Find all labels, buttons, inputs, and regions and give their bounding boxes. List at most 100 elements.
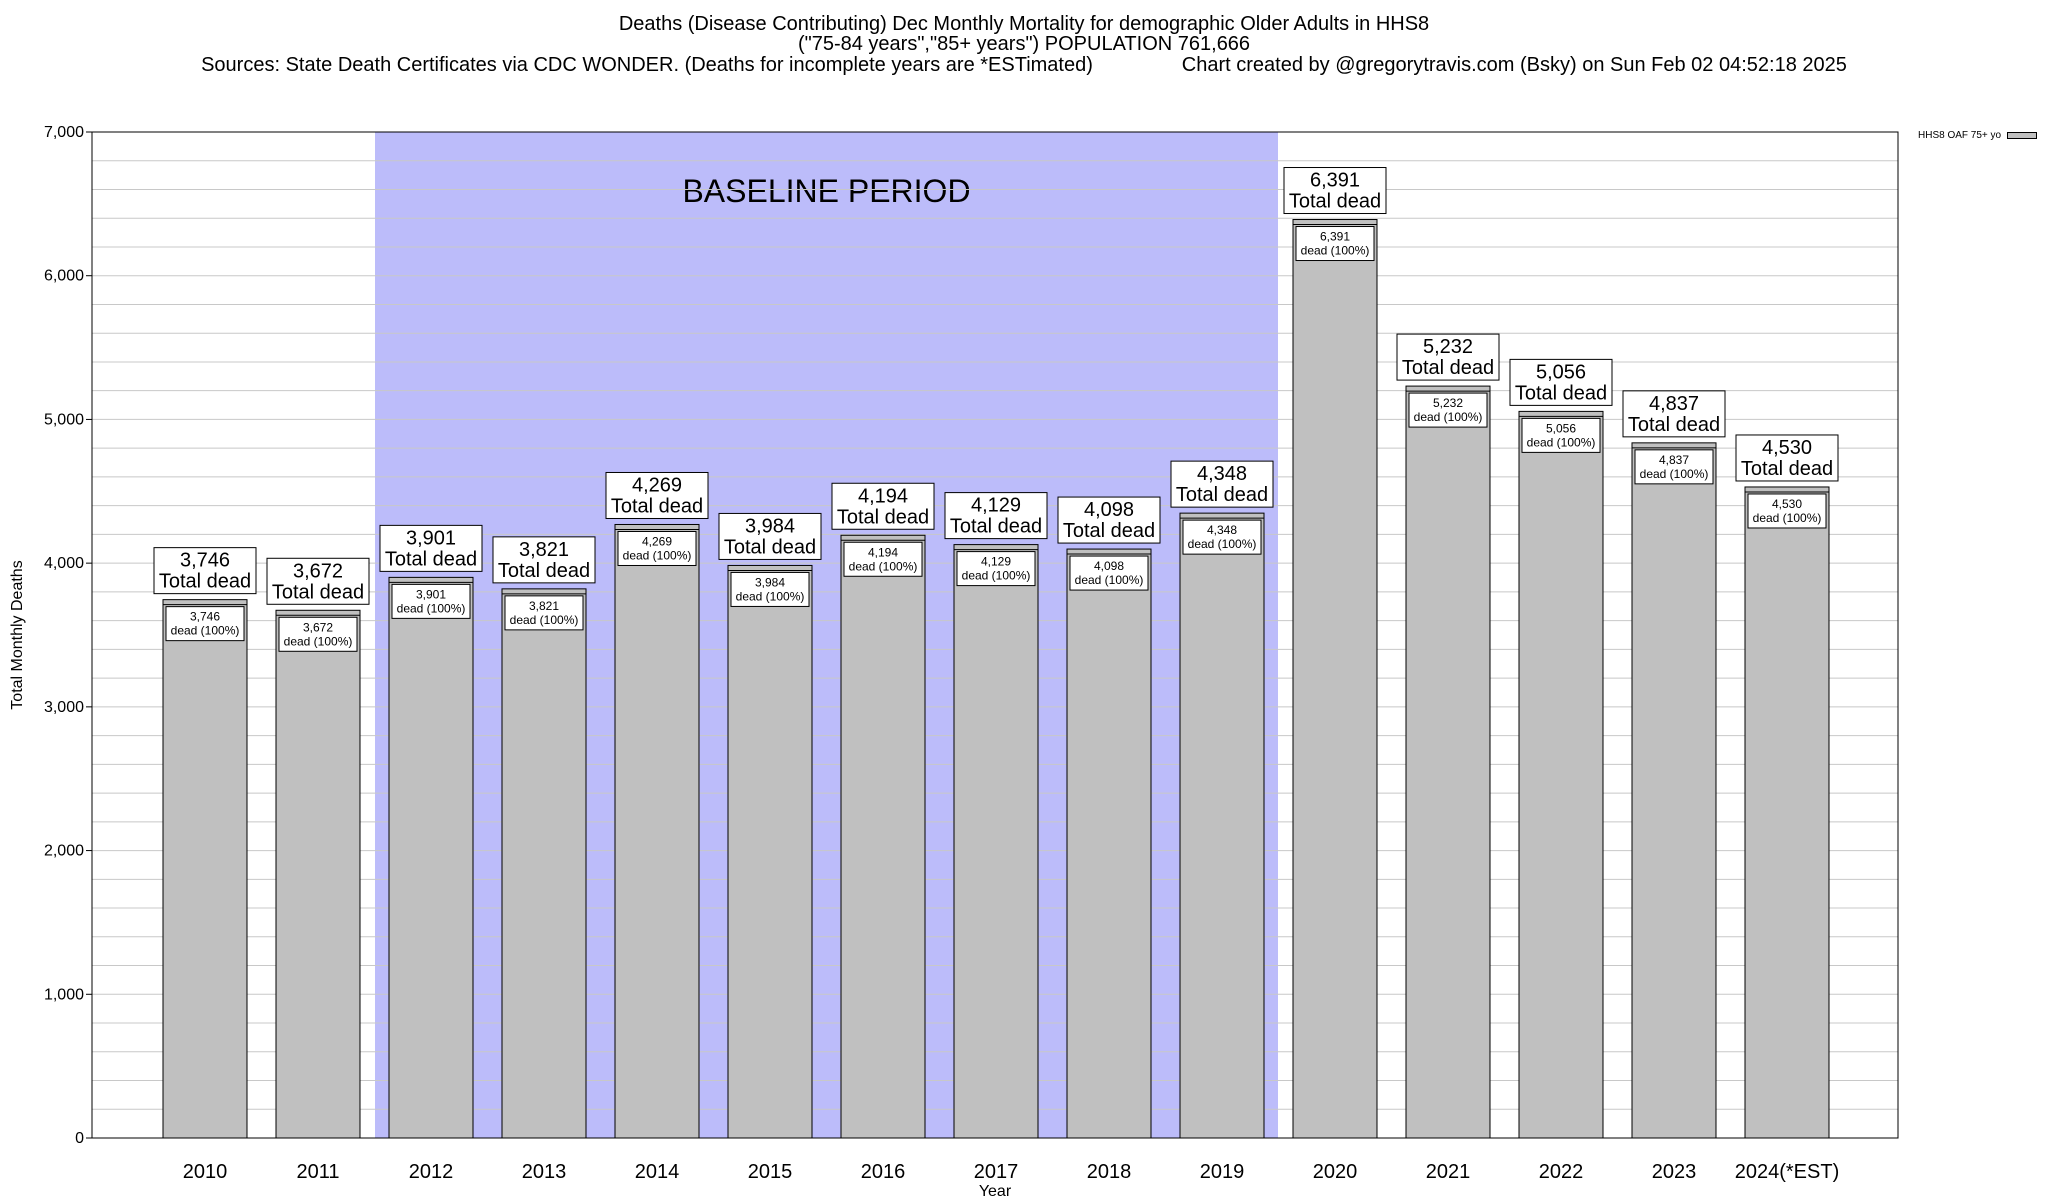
inner-dead-label: dead (100%): [1301, 244, 1370, 258]
inner-value-label: 4,269: [642, 534, 672, 548]
total-label-box: [1735, 434, 1839, 482]
total-label-box: [1396, 333, 1500, 381]
bar: [1179, 512, 1265, 1139]
total-value-label: 3,984: [745, 515, 795, 537]
inner-label-box: [165, 606, 245, 642]
inner-label-box: [617, 530, 697, 566]
x-tick-label: 2022: [1539, 1161, 1584, 1183]
inner-label-box: [391, 583, 471, 619]
inner-value-label: 5,056: [1546, 421, 1576, 435]
inner-dead-label: dead (100%): [397, 601, 466, 615]
x-tick-label: 2012: [409, 1161, 454, 1183]
inner-label-box: [504, 595, 584, 631]
inner-label-box: [1408, 392, 1488, 428]
total-dead-label: Total dead: [1176, 484, 1268, 506]
total-dead-label: Total dead: [385, 548, 477, 570]
total-dead-label: Total dead: [1402, 357, 1494, 379]
inner-label-box: [843, 541, 923, 577]
inner-label-box: [1069, 555, 1149, 591]
chart-title-block: Deaths (Disease Contributing) Dec Monthl…: [0, 14, 2048, 54]
total-label-box: [1170, 460, 1274, 508]
total-label-box: [718, 512, 822, 560]
total-label-box: [944, 492, 1048, 540]
total-value-label: 4,837: [1649, 393, 1699, 415]
bar: [614, 523, 700, 1139]
total-value-label: 4,129: [971, 495, 1021, 517]
total-dead-label: Total dead: [837, 506, 929, 528]
total-dead-label: Total dead: [1515, 382, 1607, 404]
inner-value-label: 3,901: [416, 587, 446, 601]
total-dead-label: Total dead: [498, 560, 590, 582]
inner-dead-label: dead (100%): [1414, 410, 1483, 424]
inner-value-label: 4,837: [1659, 453, 1689, 467]
inner-value-label: 3,984: [755, 575, 785, 589]
bar: [162, 599, 248, 1139]
chart-title: Deaths (Disease Contributing) Dec Monthl…: [618, 13, 1430, 35]
x-tick-label: 2011: [296, 1161, 339, 1183]
bar: [953, 544, 1039, 1139]
bar: [1744, 486, 1830, 1139]
total-value-label: 4,194: [858, 485, 908, 507]
chart-sources: Sources: State Death Certificates via CD…: [201, 54, 1093, 76]
total-dead-label: Total dead: [1628, 414, 1720, 436]
inner-dead-label: dead (100%): [1075, 573, 1144, 587]
bar: [1631, 442, 1717, 1139]
total-label-box: [266, 557, 370, 605]
total-label-box: [1622, 390, 1726, 438]
x-tick-label: 2023: [1652, 1161, 1697, 1183]
x-tick-label: 2016: [861, 1161, 906, 1183]
x-tick-label: 2020: [1313, 1161, 1358, 1183]
x-tick-label: 2010: [183, 1161, 228, 1183]
total-dead-label: Total dead: [1741, 458, 1833, 480]
x-tick-label: 2024(*EST): [1735, 1161, 1840, 1183]
y-tick-label: 2,000: [44, 843, 84, 860]
plot-frame: [91, 131, 1899, 1139]
total-dead-label: Total dead: [1289, 191, 1381, 213]
inner-value-label: 4,098: [1094, 559, 1124, 573]
x-axis-label: Year: [979, 1183, 1012, 1200]
inner-value-label: 3,672: [303, 620, 333, 634]
legend-swatch: [2007, 132, 2038, 139]
inner-value-label: 5,232: [1433, 396, 1463, 410]
inner-dead-label: dead (100%): [849, 559, 918, 573]
inner-dead-label: dead (100%): [623, 548, 692, 562]
inner-label-box: [1634, 449, 1714, 485]
inner-value-label: 4,348: [1207, 523, 1237, 537]
inner-label-box: [278, 616, 358, 652]
inner-value-label: 3,821: [529, 599, 559, 613]
y-tick-label: 4,000: [44, 555, 84, 572]
y-tick-label: 3,000: [44, 699, 84, 716]
inner-dead-label: dead (100%): [1640, 467, 1709, 481]
sources-credit-line: Sources: State Death Certificates via CD…: [0, 54, 2048, 76]
x-tick-label: 2015: [748, 1161, 793, 1183]
total-dead-label: Total dead: [159, 571, 251, 593]
bar: [840, 534, 926, 1139]
total-dead-label: Total dead: [272, 581, 364, 603]
baseline-label: BASELINE PERIOD: [682, 173, 970, 209]
x-tick-label: 2021: [1426, 1161, 1471, 1183]
inner-label-box: [956, 551, 1036, 587]
inner-dead-label: dead (100%): [736, 589, 805, 603]
inner-label-box: [1747, 493, 1827, 529]
total-dead-label: Total dead: [1063, 520, 1155, 542]
inner-value-label: 4,194: [868, 545, 898, 559]
legend-label: HHS8 OAF 75+ yo: [1918, 130, 2002, 141]
total-label-box: [605, 471, 709, 519]
inner-dead-label: dead (100%): [1753, 511, 1822, 525]
total-value-label: 4,348: [1197, 463, 1247, 485]
bar: [275, 609, 361, 1139]
bar: [727, 564, 813, 1139]
inner-dead-label: dead (100%): [510, 613, 579, 627]
bar: [1066, 548, 1152, 1139]
total-label-box: [492, 536, 596, 584]
bar: [501, 588, 587, 1139]
total-value-label: 4,530: [1762, 437, 1812, 459]
total-value-label: 4,269: [632, 474, 682, 496]
legend: HHS8 OAF 75+ yo: [1918, 130, 2038, 141]
x-tick-label: 2018: [1087, 1161, 1132, 1183]
inner-value-label: 4,530: [1772, 497, 1802, 511]
y-tick-label: 0: [75, 1130, 84, 1147]
total-value-label: 5,056: [1536, 361, 1586, 383]
total-label-box: [1283, 167, 1387, 215]
